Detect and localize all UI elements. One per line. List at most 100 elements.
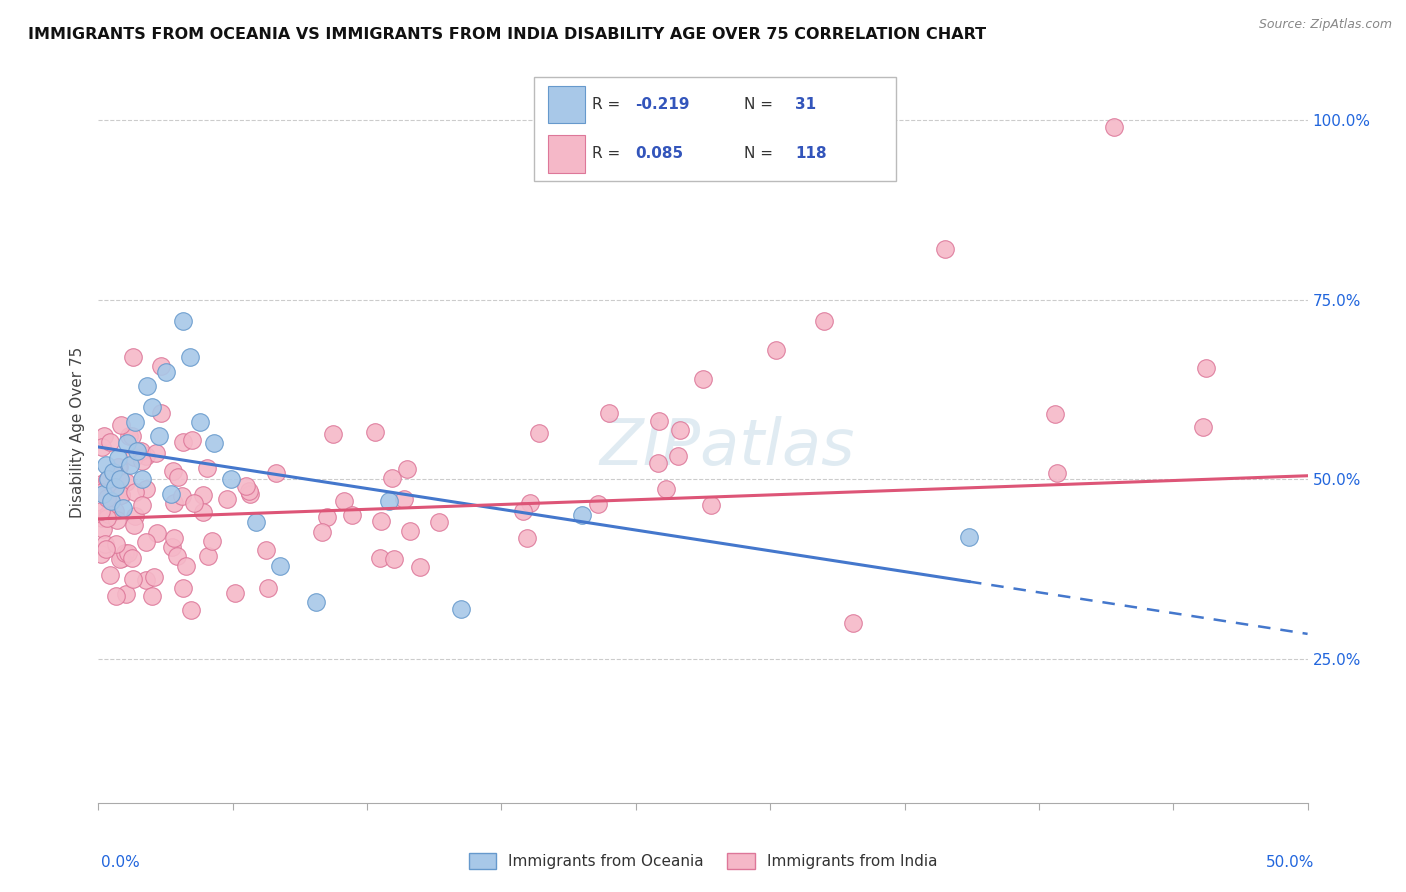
Point	[90, 547, 112, 561]
Point	[193, 505, 215, 519]
Point	[155, 365, 177, 379]
Point	[692, 372, 714, 386]
Text: 0.0%: 0.0%	[101, 855, 141, 870]
Text: IMMIGRANTS FROM OCEANIA VS IMMIGRANTS FROM INDIA DISABILITY AGE OVER 75 CORRELAT: IMMIGRANTS FROM OCEANIA VS IMMIGRANTS FR…	[28, 27, 986, 42]
Point	[340, 508, 363, 522]
Point	[166, 549, 188, 563]
Point	[668, 423, 690, 437]
Point	[166, 469, 188, 483]
Legend: Immigrants from Oceania, Immigrants from India: Immigrants from Oceania, Immigrants from…	[463, 847, 943, 875]
Point	[96, 473, 118, 487]
Point	[121, 551, 143, 566]
Point	[162, 540, 184, 554]
Point	[127, 443, 149, 458]
Point	[957, 530, 980, 544]
Point	[124, 509, 146, 524]
Point	[110, 488, 132, 502]
Point	[382, 551, 405, 566]
Point	[110, 488, 132, 502]
Point	[114, 546, 136, 560]
Point	[322, 427, 344, 442]
Point	[91, 511, 114, 525]
Point	[519, 496, 541, 510]
Point	[104, 479, 127, 493]
Point	[131, 499, 153, 513]
Point	[104, 589, 127, 603]
Point	[377, 494, 399, 508]
Point	[224, 586, 246, 600]
Point	[143, 570, 166, 584]
Point	[666, 449, 689, 463]
Point	[266, 466, 288, 480]
Point	[654, 483, 676, 497]
Point	[100, 494, 122, 508]
Point	[111, 501, 134, 516]
Point	[108, 472, 131, 486]
Point	[1102, 120, 1125, 135]
Point	[131, 454, 153, 468]
Point	[107, 450, 129, 465]
Point	[131, 472, 153, 486]
Point	[204, 436, 226, 450]
Point	[135, 379, 157, 393]
Point	[104, 504, 127, 518]
Y-axis label: Disability Age Over 75: Disability Age Over 75	[70, 347, 86, 518]
Point	[174, 558, 197, 573]
Point	[183, 496, 205, 510]
Point	[108, 552, 131, 566]
Point	[134, 534, 156, 549]
Point	[98, 568, 121, 582]
Point	[201, 533, 224, 548]
Point	[115, 475, 138, 489]
Point	[191, 488, 214, 502]
Point	[257, 581, 280, 595]
Point	[217, 492, 239, 507]
Point	[598, 406, 620, 420]
Point	[135, 573, 157, 587]
Point	[160, 486, 183, 500]
Point	[370, 515, 392, 529]
Point	[235, 479, 257, 493]
Point	[149, 359, 172, 373]
Point	[1045, 408, 1067, 422]
Point	[381, 470, 404, 484]
Point	[110, 417, 132, 432]
Point	[305, 594, 328, 608]
Point	[124, 484, 146, 499]
Point	[97, 472, 120, 486]
Point	[450, 601, 472, 615]
Point	[1045, 466, 1067, 480]
Point	[315, 510, 337, 524]
Point	[221, 472, 243, 486]
Point	[254, 543, 277, 558]
Point	[145, 446, 167, 460]
Point	[96, 491, 118, 505]
Point	[122, 572, 145, 586]
Point	[647, 456, 669, 470]
Point	[105, 537, 128, 551]
Point	[97, 507, 120, 521]
Point	[122, 518, 145, 533]
Point	[91, 440, 114, 454]
Point	[105, 513, 128, 527]
Point	[648, 414, 671, 428]
Point	[114, 587, 136, 601]
Point	[163, 496, 186, 510]
Point	[107, 482, 129, 496]
Point	[512, 503, 534, 517]
Point	[188, 415, 211, 429]
Point	[368, 551, 391, 566]
Point	[91, 486, 114, 500]
Point	[98, 435, 121, 450]
Point	[117, 546, 139, 560]
Point	[172, 581, 194, 595]
Point	[399, 524, 422, 538]
Point	[134, 450, 156, 464]
Point	[934, 243, 956, 257]
Point	[117, 436, 139, 450]
Point	[162, 464, 184, 478]
Point	[90, 503, 112, 517]
Point	[124, 415, 146, 429]
Point	[527, 426, 550, 441]
Point	[181, 433, 204, 447]
